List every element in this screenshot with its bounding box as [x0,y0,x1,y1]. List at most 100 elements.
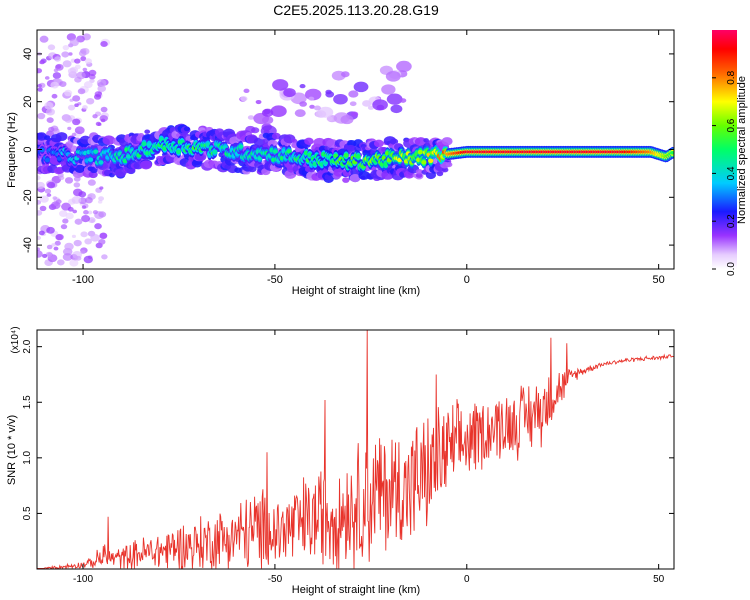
snr-background [37,330,674,569]
heatmap-noise-blob [42,253,48,259]
heatmap-noise-blob [326,116,333,122]
heatmap-noise-blob [315,110,327,118]
heatmap-noise-blob [44,76,50,80]
heatmap-ridge-cell [286,149,292,154]
heatmap-noise-blob [67,67,77,75]
heatmap-ridge-cell [56,156,63,161]
heatmap-noise-blob [72,95,81,102]
heatmap-noise-blob [71,196,82,204]
heatmap-noise-blob [55,233,64,241]
heatmap-ridge-cell [98,160,104,165]
heatmap-noise-blob [99,232,108,240]
heatmap-noise-blob [299,101,307,107]
heatmap-noise-blob [77,88,86,95]
heatmap-noise-blob [67,206,74,212]
heatmap-noise-blob [294,109,306,118]
heatmap-ridge-cell [212,149,218,155]
heatmap-noise-blob [46,181,56,189]
heatmap-noise-blob [67,126,72,131]
heatmap-noise-blob [78,50,87,57]
heatmap-y-tick-label: 0 [22,146,34,152]
heatmap-noise-blob [62,60,72,68]
heatmap-x-axis-label: Height of straight line (km) [292,285,420,297]
heatmap-noise-blob [46,130,55,137]
heatmap-noise-blob [87,210,93,215]
heatmap-noise-blob [55,199,62,204]
snr-series [37,330,674,569]
heatmap-x-tick-label: -100 [72,274,94,286]
heatmap-noise-blob [37,175,41,181]
heatmap-noise-blob [81,205,87,209]
heatmap-ridge-cell [205,142,211,147]
heatmap-noise-blob [80,231,88,238]
heatmap-noise-blob [53,246,59,251]
heatmap-noise-blob [37,181,45,190]
heatmap-noise-blob [271,132,281,140]
heatmap-noise-blob [240,96,248,102]
heatmap-panel: -100 -50 0 50 -40 -20 0 20 40 Height of straigh… [6,29,675,297]
heatmap-noise-blob [74,126,85,135]
heatmap-ridge-cell [175,149,182,155]
heatmap-noise-blob [50,81,59,89]
heatmap-noise-blob [39,59,45,65]
heatmap-noise-blob [37,247,41,252]
heatmap-noise-blob [82,105,88,110]
heatmap-noise-blob [81,215,91,223]
heatmap-noise-blob [59,81,67,87]
heatmap-noise-blob [90,219,95,223]
heatmap-ridge-cell [343,153,349,158]
heatmap-ridge-cell [333,153,339,159]
heatmap-noise-blob [353,81,369,93]
snr-x-tick-label: -50 [268,574,283,585]
heatmap-noise-blob [55,132,68,141]
heatmap-noise-blob [140,160,152,170]
snr-x-tick-label: 50 [653,574,665,585]
heatmap-noise-blob [98,211,107,218]
heatmap-noise-blob [52,72,62,79]
heatmap-noise-blob [71,132,77,137]
heatmap-noise-blob [349,101,357,107]
heatmap-noise-blob [39,195,49,203]
heatmap-noise-blob [72,118,81,126]
heatmap-noise-blob [88,69,97,77]
colorbar-tick-label: 0.4 [726,166,737,180]
heatmap-x-axis: -100 -50 0 50 [72,30,665,286]
heatmap-noise-blob [399,98,407,103]
heatmap-noise-blob [84,197,93,204]
heatmap-ridge-cell [44,157,50,163]
heatmap-noise-blob [267,139,278,148]
heatmap-x-tick-label: -50 [267,274,283,286]
heatmap-noise-blob [38,230,45,236]
colorbar: 0.0 0.2 0.4 0.6 0.8 Normalized spectral ampl… [712,30,748,276]
heatmap-noise-blob [308,96,315,101]
heatmap-noise-blob [80,55,87,61]
heatmap-noise-blob [52,196,58,200]
snr-y-tick-label: 1.5 [22,395,33,409]
heatmap-noise-blob [98,196,104,201]
heatmap-noise-blob [94,223,102,230]
heatmap-noise-blob [46,244,53,250]
heatmap-noise-blob [65,212,74,220]
heatmap-noise-blob [54,56,61,62]
heatmap-noise-blob [415,169,423,175]
heatmap-noise-blob [62,218,69,224]
heatmap-noise-blob [83,81,93,89]
heatmap-noise-blob [46,117,54,124]
heatmap-y-tick-label: -40 [22,237,34,253]
heatmap-noise-blob [69,38,79,47]
heatmap-noise-blob [84,238,92,245]
heatmap-noise-blob [88,171,98,179]
heatmap-noise-blob [350,111,359,117]
heatmap-noise-blob [37,210,43,216]
heatmap-y-axis: -40 -20 0 20 40 [22,48,674,253]
heatmap-noise-blob [390,138,399,145]
heatmap-ridge-cell [146,142,152,147]
heatmap-ridge-cell [355,154,361,159]
heatmap-ridge-cell [257,156,263,161]
heatmap-noise-blob [100,40,108,48]
colorbar-tick-label: 0.0 [726,262,737,276]
heatmap-noise-blob [396,60,412,72]
heatmap-noise-blob [60,224,68,230]
heatmap-noise-blob [44,101,54,110]
heatmap-noise-blob [373,139,384,148]
